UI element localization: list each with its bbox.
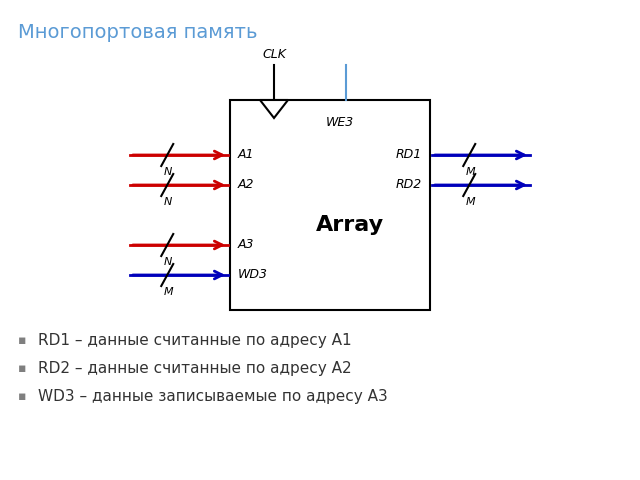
Text: M: M — [465, 197, 475, 207]
Text: RD1 – данные считанные по адресу A1: RD1 – данные считанные по адресу A1 — [38, 333, 351, 348]
Text: WD3: WD3 — [238, 268, 268, 281]
Text: Array: Array — [316, 215, 384, 235]
Text: M: M — [465, 167, 475, 177]
Text: A1: A1 — [238, 148, 255, 161]
Text: N: N — [164, 197, 172, 207]
Text: WE3: WE3 — [326, 116, 355, 129]
Text: M: M — [163, 287, 173, 297]
Text: RD2 – данные считанные по адресу A2: RD2 – данные считанные по адресу A2 — [38, 360, 351, 375]
Text: ▪: ▪ — [18, 361, 26, 374]
Text: CLK: CLK — [262, 48, 286, 61]
Text: A3: A3 — [238, 239, 255, 252]
Text: RD2: RD2 — [396, 179, 422, 192]
Text: A2: A2 — [238, 179, 255, 192]
Text: N: N — [164, 257, 172, 267]
Text: ▪: ▪ — [18, 389, 26, 403]
Text: Многопортовая память: Многопортовая память — [18, 23, 257, 41]
Text: RD1: RD1 — [396, 148, 422, 161]
Bar — [230, 100, 430, 310]
Text: N: N — [164, 167, 172, 177]
Polygon shape — [260, 100, 288, 118]
Text: WD3 – данные записываемые по адресу A3: WD3 – данные записываемые по адресу A3 — [38, 388, 388, 404]
Text: ▪: ▪ — [18, 334, 26, 347]
